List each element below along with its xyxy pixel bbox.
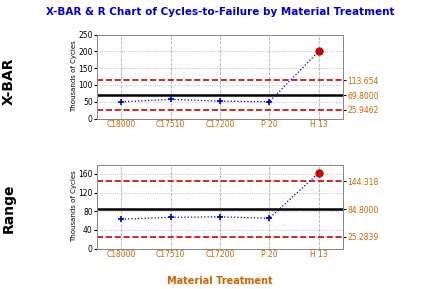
- Text: X-BAR & R Chart of Cycles-to-Failure by Material Treatment: X-BAR & R Chart of Cycles-to-Failure by …: [46, 7, 394, 17]
- Text: Range: Range: [2, 183, 16, 233]
- Y-axis label: Thousands of Cycles: Thousands of Cycles: [71, 41, 77, 112]
- Text: Material Treatment: Material Treatment: [167, 276, 273, 286]
- Y-axis label: Thousands of Cycles: Thousands of Cycles: [71, 171, 77, 242]
- Text: X-BAR: X-BAR: [2, 57, 16, 105]
